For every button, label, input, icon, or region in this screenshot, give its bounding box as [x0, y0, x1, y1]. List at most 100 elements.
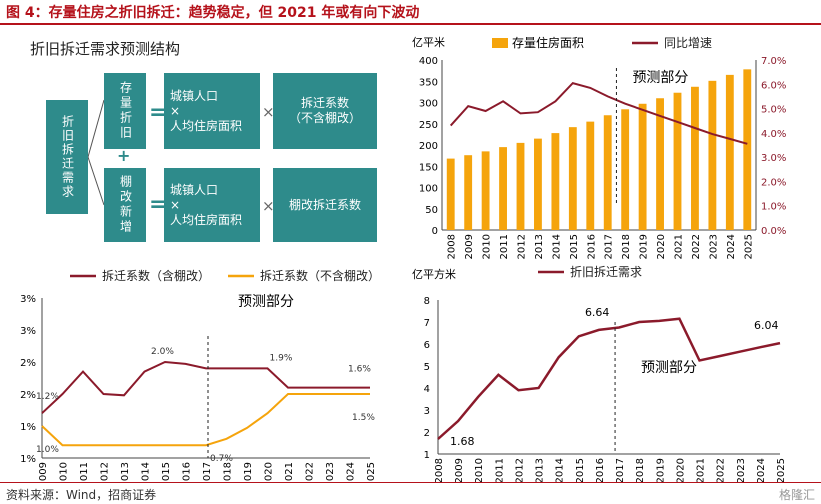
bar [446, 158, 455, 230]
y2-tick-label: 7.0% [761, 56, 786, 67]
formula-box-1: 城镇人口 × 人均住房面积 [164, 73, 260, 149]
y-tick-label: 8 [424, 296, 430, 307]
y-axis-title: 亿平方米 [412, 267, 456, 281]
branch-existing-label: 存量折旧 [118, 81, 133, 141]
x-tick-label: 2015 [161, 462, 172, 482]
legend-demand-label: 折旧拆迁需求 [570, 264, 642, 279]
bar [603, 115, 612, 230]
x-tick-label: 2013 [120, 462, 131, 482]
x-tick-label: 2025 [366, 462, 377, 482]
chart-stock-area: 亿平米 0 50 100 150 200 250 300 350 400 0.0% 1.0% 2.0% 3… [412, 35, 786, 259]
title-rule [0, 23, 821, 25]
branch-existing-box: 存量折旧 [104, 73, 146, 149]
x-tick-label: 2018 [635, 458, 646, 482]
x-tick-label: 2023 [736, 458, 747, 482]
x-tick-label: 2015 [575, 458, 586, 482]
x-tick-label: 2020 [675, 458, 686, 482]
x-tick-label: 2010 [482, 234, 493, 259]
x-tick-label: 2009 [454, 458, 465, 482]
y-tick-label: 3% [20, 326, 36, 337]
growth-rate-line [449, 81, 748, 145]
x-tick-label: 2017 [615, 458, 626, 482]
x-tick-label: 2013 [534, 234, 545, 259]
root-box: 折旧拆迁需求 [46, 100, 88, 214]
y-tick-label: 1% [20, 454, 36, 465]
x-tick-label: 2012 [517, 234, 528, 259]
x-tick-label: 2024 [726, 234, 737, 259]
x-tick-label: 2011 [494, 458, 505, 482]
x-tick-label: 2023 [708, 234, 719, 259]
times-sign-1: × [262, 103, 275, 121]
x-tick-label: 2013 [535, 458, 546, 482]
factor2-label: 棚改拆迁系数 [288, 197, 361, 212]
figure-title: 图 4：存量住房之折旧拆迁：趋势稳定，但 2021 年或有向下波动 [6, 5, 420, 21]
factor1-line1: 拆迁系数 [300, 96, 349, 110]
y-tick-label: 350 [419, 77, 438, 88]
x-tick-label: 2019 [639, 234, 650, 259]
y-tick-label: 250 [419, 120, 438, 131]
bar [673, 92, 682, 230]
x-tick-label: 2016 [586, 234, 597, 259]
x-tick-label: 2024 [346, 462, 357, 482]
y2-tick-label: 3.0% [761, 153, 786, 164]
factor-box-1: 拆迁系数 （不含棚改） [273, 73, 377, 149]
demand-line [437, 317, 781, 440]
y-tick-label: 5 [424, 362, 430, 373]
bar [691, 86, 699, 231]
data-label: 6.64 [585, 306, 610, 319]
y-tick-label: 1% [20, 422, 36, 433]
bar [743, 69, 752, 230]
data-label: 1.2% [36, 392, 59, 402]
y-tick-label: 2 [424, 428, 430, 439]
x-tick-label: 2011 [499, 234, 510, 259]
branch-shantytown-label: 棚改新增 [118, 175, 133, 235]
y2-tick-label: 4.0% [761, 129, 786, 140]
equals-sign-1: = [149, 100, 168, 125]
y-tick-label: 150 [419, 162, 438, 173]
bar [499, 147, 507, 230]
branch-lines [88, 99, 105, 206]
data-label: 1.9% [270, 353, 293, 363]
legend-bar-label: 存量住房面积 [512, 35, 584, 50]
x-tick-label: 2010 [59, 462, 70, 482]
x-tick-label: 2021 [696, 458, 707, 482]
bar [638, 103, 647, 230]
formula-box-2: 城镇人口 × 人均住房面积 [164, 168, 260, 242]
y2-tick-label: 1.0% [761, 202, 786, 213]
formula2-term2: 人均住房面积 [170, 212, 243, 227]
y-tick-label: 200 [419, 141, 438, 152]
footer-rule [0, 482, 821, 483]
coefficient-line-1 [41, 360, 370, 414]
x-tick-label: 2025 [776, 458, 787, 482]
bar [551, 133, 560, 230]
times-sign-2: × [262, 197, 275, 215]
source-note: 资料来源：Wind，招商证券 [6, 488, 157, 502]
x-tick-label: 2014 [555, 458, 566, 482]
plus-sign: + [117, 146, 131, 165]
x-tick-label: 2022 [691, 234, 702, 259]
data-label: 6.04 [754, 319, 779, 332]
x-tick-label: 2009 [464, 234, 475, 259]
y-tick-label: 6 [424, 340, 430, 351]
formula2-term1: 城镇人口 [170, 182, 219, 197]
data-label: 1.6% [348, 365, 371, 375]
y-tick-label: 300 [419, 99, 438, 110]
y2-tick-label: 0.0% [761, 226, 786, 237]
x-tick-label: 2021 [284, 462, 295, 482]
data-label: 1.5% [352, 413, 375, 423]
bar [725, 74, 734, 230]
x-tick-label: 2014 [551, 234, 562, 259]
x-tick-label: 2023 [325, 462, 336, 482]
forecast-label: 预测部分 [641, 360, 697, 376]
x-tick-label: 2017 [604, 234, 615, 259]
y-tick-label: 50 [425, 205, 438, 216]
y-tick-label: 2% [20, 358, 36, 369]
watermark: 格隆汇 [778, 488, 815, 502]
x-tick-label: 2008 [447, 234, 458, 259]
data-label: 1.0% [36, 445, 59, 455]
forecast-label: 预测部分 [632, 70, 688, 86]
formula1-term1: 城镇人口 [170, 88, 219, 103]
y-tick-label: 1 [424, 450, 430, 461]
x-tick-label: 2025 [743, 234, 754, 259]
coefficient-line-2 [41, 393, 370, 447]
